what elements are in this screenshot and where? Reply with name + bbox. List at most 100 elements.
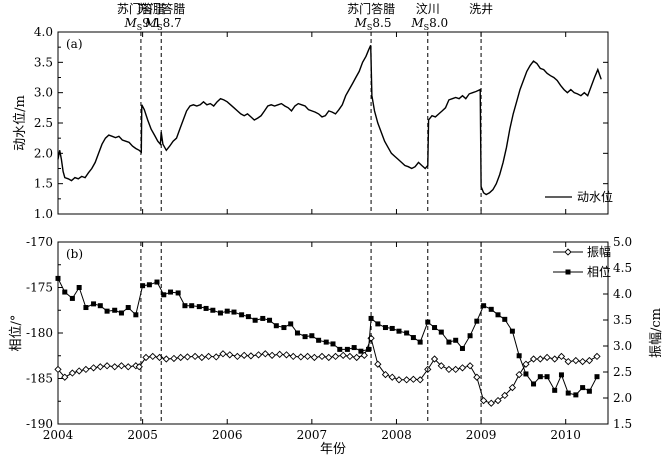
panel-label-b: (b) <box>66 247 83 261</box>
amplitude-point <box>543 353 551 362</box>
phase-point <box>474 318 480 324</box>
panel-a: 1.0 1.5 2.0 2.5 3.0 3.5 4.0 (a) 动水位/m 动水位 <box>13 25 613 221</box>
phase-point <box>217 310 223 316</box>
phase-point <box>154 279 160 285</box>
amplitude-point <box>54 365 62 374</box>
amplitude-point <box>501 391 509 400</box>
amplitude-point <box>318 352 326 361</box>
amplitude-point <box>331 352 340 361</box>
y-tick-label-right: 3.5 <box>613 313 632 327</box>
phase-point <box>330 341 336 347</box>
phase-point <box>288 321 294 327</box>
phase-point <box>175 290 181 296</box>
phase-point <box>351 345 357 351</box>
amplitude-point <box>458 364 467 372</box>
amplitude-point <box>564 357 572 366</box>
y-tick-label-a: 1.5 <box>34 177 53 191</box>
phase-point <box>366 346 372 352</box>
event-magnitude-label: MS8.7 <box>144 16 182 32</box>
y-tick-label-a: 1.0 <box>34 207 53 221</box>
phase-point <box>189 303 195 309</box>
x-tick-label: 2009 <box>466 428 497 442</box>
phase-point <box>273 323 279 329</box>
phase-point <box>182 303 188 309</box>
legend-marker-phase <box>565 269 571 275</box>
amplitude-point <box>551 355 559 363</box>
amplitude-point <box>416 376 424 384</box>
phase-point <box>337 346 343 352</box>
amplitude-point <box>522 360 530 368</box>
event-magnitude-label: MS8.5 <box>354 16 392 32</box>
phase-point <box>294 330 300 336</box>
phase-point <box>537 374 543 380</box>
phase-point <box>509 328 515 334</box>
amplitude-point <box>261 350 269 358</box>
amplitude-point <box>578 357 587 366</box>
phase-point <box>453 337 459 343</box>
amplitude-point <box>409 375 418 383</box>
phase-point <box>239 312 245 318</box>
amplitude-point <box>289 352 297 361</box>
amplitude-point <box>445 365 453 374</box>
x-tick-label: 2010 <box>550 428 581 442</box>
amplitude-point <box>117 362 126 370</box>
phase-point <box>125 305 131 311</box>
phase-point <box>146 282 152 288</box>
phase-point <box>210 307 216 313</box>
amplitude-point <box>310 353 319 362</box>
amplitude-point <box>437 362 445 370</box>
phase-point <box>231 309 237 315</box>
y-tick-label-left: -170 <box>26 235 53 249</box>
series-line-amplitude <box>57 336 598 404</box>
amplitude-point <box>282 351 291 359</box>
phase-point <box>565 390 571 396</box>
phase-point <box>55 275 61 281</box>
phase-point <box>252 317 258 323</box>
amplitude-point <box>381 370 390 379</box>
amplitude-point <box>111 363 119 371</box>
phase-point <box>580 385 586 391</box>
y-tick-label-a: 4.0 <box>34 25 53 39</box>
phase-point <box>481 303 487 309</box>
amplitude-point <box>135 363 143 371</box>
y-tick-label-right: 2.5 <box>613 365 632 379</box>
panel-b: -170 -175 -180 -185 -190 5.0 4.5 4.0 3.5 3.0 2.5 2.… <box>9 235 664 457</box>
amplitude-point <box>473 373 481 381</box>
phase-point <box>104 308 110 314</box>
event-magnitude-label: MS8.0 <box>410 16 448 32</box>
y-axis-label-a: 动水位/m <box>13 95 28 151</box>
amplitude-point <box>183 353 192 361</box>
phase-point <box>267 317 273 323</box>
phase-point <box>245 314 251 320</box>
x-tick-label: 2004 <box>43 428 74 442</box>
phase-point <box>168 289 174 295</box>
amplitude-point <box>247 352 255 360</box>
phase-point <box>396 328 402 334</box>
phase-point <box>83 305 89 311</box>
phase-point <box>594 374 600 380</box>
amplitude-point <box>61 373 69 381</box>
phase-point <box>69 295 75 301</box>
phase-point <box>459 345 465 351</box>
event-label: 洗井 <box>469 2 493 16</box>
phase-point <box>488 306 494 312</box>
y-tick-label-a: 3.5 <box>34 55 53 69</box>
phase-point <box>196 304 202 310</box>
phase-point <box>323 339 329 345</box>
phase-point <box>558 372 564 378</box>
phase-point <box>573 392 579 398</box>
phase-point <box>368 315 374 321</box>
phase-point <box>432 325 438 331</box>
amplitude-point <box>219 350 227 358</box>
phase-point <box>382 325 388 331</box>
x-tick-label: 2006 <box>212 428 243 442</box>
amplitude-point <box>204 352 213 361</box>
y-axis-label-left: 相位/° <box>9 315 24 352</box>
amplitude-point <box>479 396 488 405</box>
x-tick-label: 2008 <box>381 428 412 442</box>
amplitude-point <box>402 376 411 384</box>
phase-point <box>112 307 118 313</box>
phase-point <box>446 339 452 345</box>
amplitude-point <box>68 369 77 377</box>
y-tick-label-left: -180 <box>26 326 53 340</box>
